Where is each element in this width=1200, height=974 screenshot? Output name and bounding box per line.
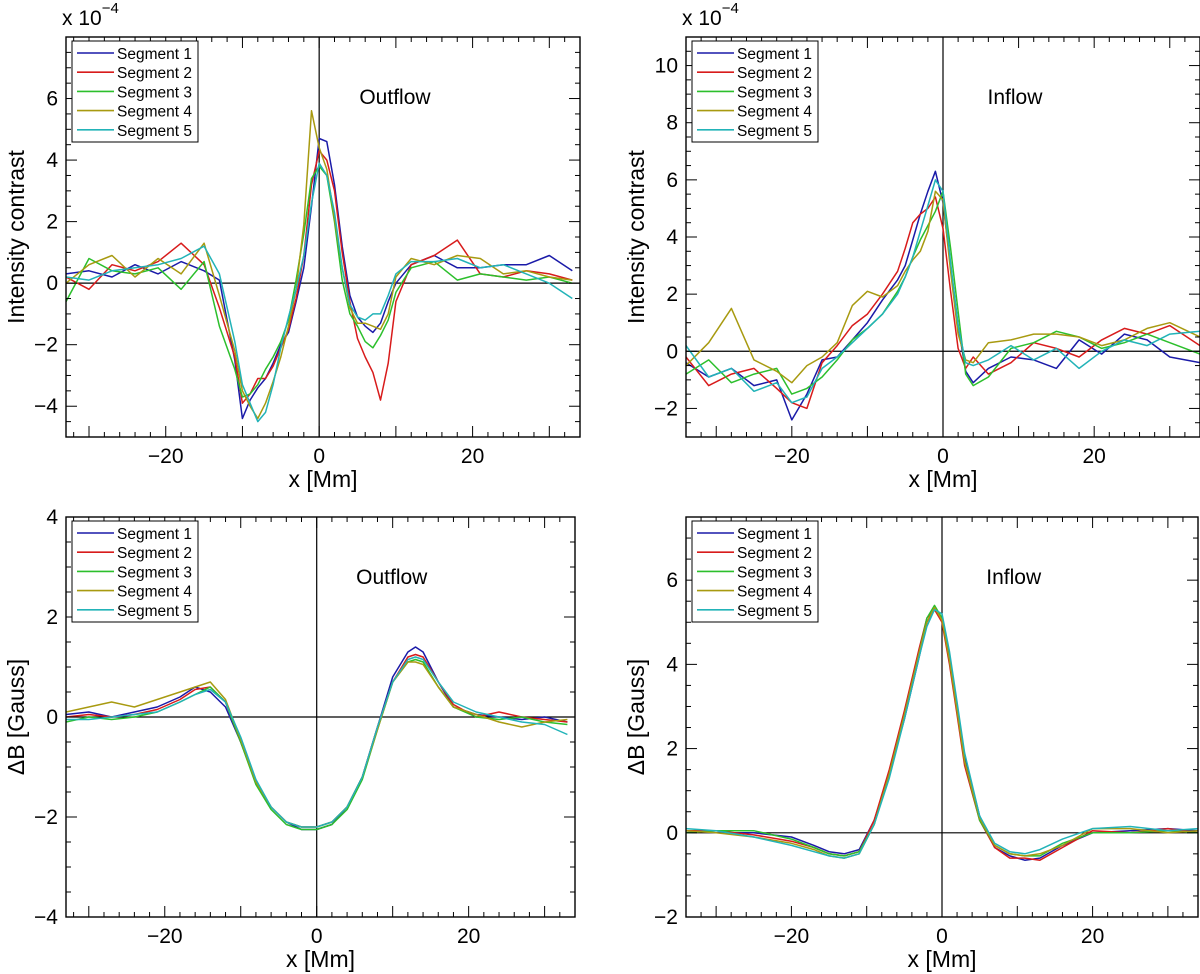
- x-tick-label: −20: [774, 445, 810, 468]
- scale-factor-label: x 10−4: [62, 0, 119, 30]
- series-line-5: [66, 656, 568, 828]
- legend-label-1: Segment 1: [117, 46, 192, 63]
- legend-label-3: Segment 3: [737, 564, 812, 581]
- y-tick-label: 4: [46, 149, 58, 172]
- series-line-2: [686, 196, 1200, 410]
- series-group: [686, 170, 1200, 421]
- panel-annotation: Inflow: [988, 86, 1044, 109]
- y-axis-label: ΔB [Gauss]: [3, 659, 29, 775]
- legend-label-1: Segment 1: [737, 46, 812, 63]
- y-tick-label: 0: [666, 340, 678, 363]
- series-line-4: [686, 190, 1200, 384]
- x-tick-label: 20: [457, 925, 480, 948]
- series-line-5: [66, 162, 573, 423]
- y-tick-label: −4: [34, 395, 58, 418]
- y-tick-label: 0: [46, 706, 58, 729]
- x-axis-label: x [Mm]: [908, 946, 977, 972]
- scale-factor-label: x 10−4: [682, 0, 739, 30]
- series-line-4: [686, 606, 1198, 859]
- legend-label-5: Segment 5: [737, 123, 812, 140]
- y-tick-label: 6: [666, 169, 678, 192]
- y-tick-label: 0: [666, 822, 678, 845]
- x-tick-label: 20: [461, 445, 484, 468]
- legend-label-3: Segment 3: [117, 564, 192, 581]
- legend-box: [691, 40, 819, 143]
- y-tick-label: 8: [666, 112, 678, 135]
- legend-label-4: Segment 4: [737, 584, 812, 601]
- y-tick-label: 0: [46, 272, 58, 295]
- y-axis-label: Intensity contrast: [3, 149, 29, 323]
- legend-label-5: Segment 5: [117, 123, 192, 140]
- y-tick-label: −2: [34, 806, 58, 829]
- legend-label-2: Segment 2: [737, 65, 812, 82]
- legend-label-4: Segment 4: [117, 104, 192, 121]
- x-tick-label: 20: [1081, 925, 1104, 948]
- legend-label-2: Segment 2: [737, 545, 812, 562]
- y-axis-label: Intensity contrast: [623, 149, 649, 323]
- legend-label-2: Segment 2: [117, 545, 192, 562]
- y-tick-label: −2: [34, 334, 58, 357]
- y-tick-label: 2: [666, 283, 678, 306]
- legend-label-5: Segment 5: [117, 603, 192, 620]
- x-tick-label: 0: [936, 925, 948, 948]
- series-group: [66, 110, 573, 423]
- y-tick-label: 6: [46, 88, 58, 111]
- y-tick-label: 2: [46, 211, 58, 234]
- scale-exponent: −4: [102, 0, 119, 17]
- y-axis-label: ΔB [Gauss]: [623, 659, 649, 775]
- x-tick-label: 0: [311, 925, 323, 948]
- series-line-3: [686, 190, 1200, 395]
- y-tick-label: 2: [666, 738, 678, 761]
- x-tick-label: −20: [147, 925, 183, 948]
- x-tick-label: 0: [313, 445, 325, 468]
- scale-exponent: −4: [722, 0, 739, 17]
- series-line-5: [686, 608, 1198, 859]
- x-tick-label: 0: [937, 445, 949, 468]
- y-tick-label: 4: [46, 506, 58, 529]
- legend: Segment 1 Segment 2 Segment 3 Segment 4 Segm…: [71, 40, 199, 143]
- x-axis-label: x [Mm]: [286, 946, 355, 972]
- x-tick-label: −20: [148, 445, 184, 468]
- legend: Segment 1 Segment 2 Segment 3 Segment 4 Segm…: [691, 520, 819, 623]
- y-tick-label: −4: [34, 906, 58, 929]
- y-tick-label: 4: [666, 226, 678, 249]
- y-tick-label: 4: [666, 653, 678, 676]
- y-tick-label: −2: [654, 906, 678, 929]
- legend: Segment 1 Segment 2 Segment 3 Segment 4 Segm…: [71, 520, 199, 623]
- series-line-5: [686, 179, 1200, 404]
- y-tick-label: 10: [655, 55, 678, 78]
- x-tick-label: −20: [774, 925, 810, 948]
- series-line-3: [66, 165, 573, 398]
- legend-label-4: Segment 4: [737, 104, 812, 121]
- legend-label-4: Segment 4: [117, 584, 192, 601]
- series-group: [686, 604, 1198, 861]
- legend-label-3: Segment 3: [737, 84, 812, 101]
- legend: Segment 1 Segment 2 Segment 3 Segment 4 Segm…: [691, 40, 819, 143]
- panel-annotation: Inflow: [986, 566, 1042, 589]
- legend-label-5: Segment 5: [737, 603, 812, 620]
- x-axis-label: x [Mm]: [909, 466, 978, 492]
- legend-label-3: Segment 3: [117, 84, 192, 101]
- legend-label-1: Segment 1: [737, 526, 812, 543]
- y-tick-label: 2: [46, 606, 58, 629]
- legend-label-2: Segment 2: [117, 65, 192, 82]
- legend-label-1: Segment 1: [117, 526, 192, 543]
- x-axis-label: x [Mm]: [289, 466, 358, 492]
- series-group: [66, 646, 568, 831]
- panel-annotation: Outflow: [359, 86, 431, 109]
- series-line-1: [686, 170, 1200, 421]
- y-tick-label: −2: [654, 397, 678, 420]
- x-tick-label: 20: [1082, 445, 1105, 468]
- y-tick-label: 6: [666, 569, 678, 592]
- panel-annotation: Outflow: [356, 566, 428, 589]
